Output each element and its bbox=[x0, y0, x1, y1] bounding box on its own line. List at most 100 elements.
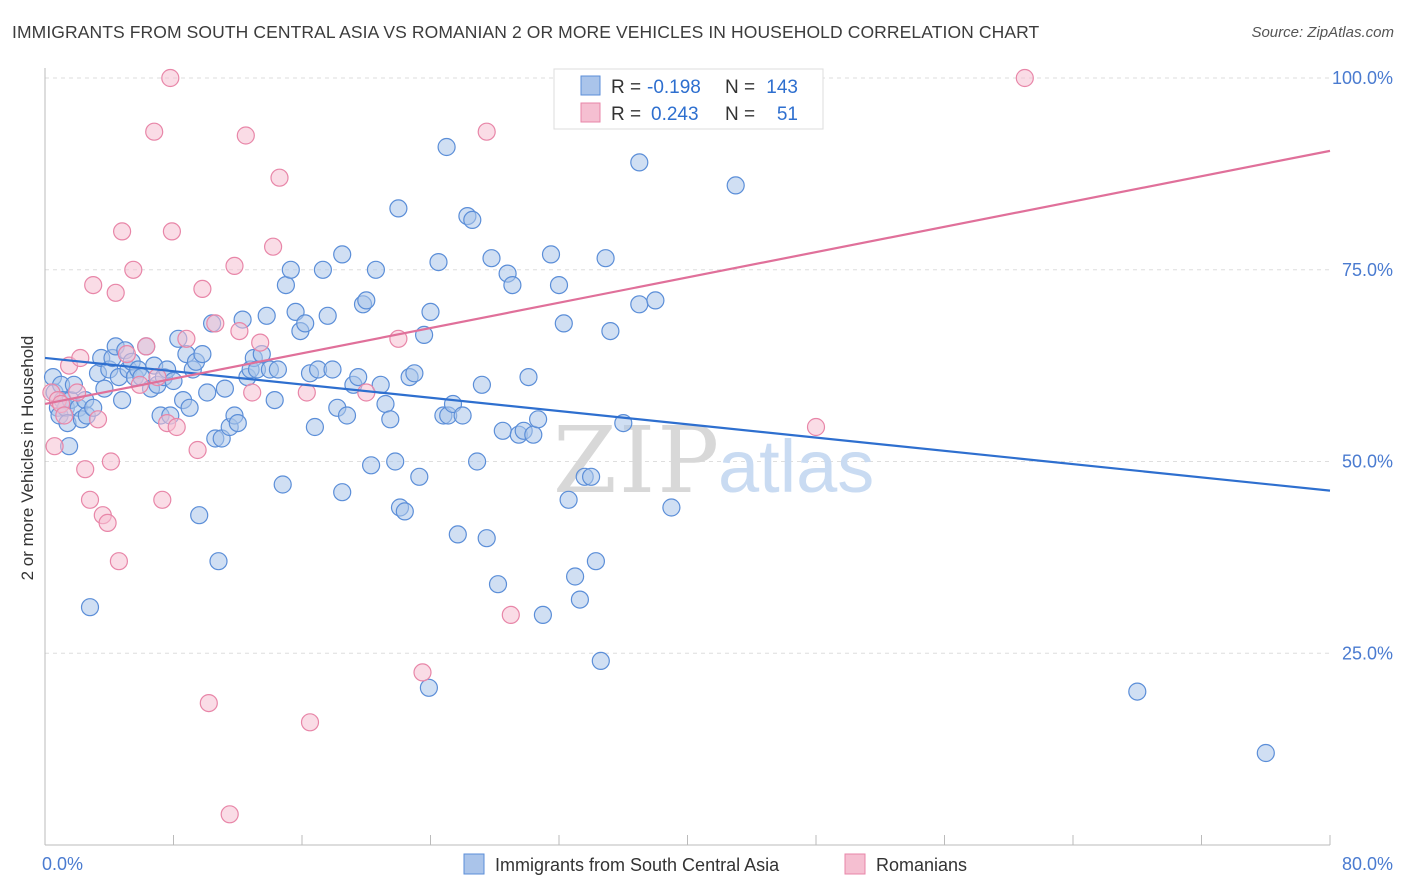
trend-lines bbox=[44, 149, 1331, 492]
trend-line-1 bbox=[44, 149, 1331, 406]
data-point-1-43 bbox=[300, 713, 320, 732]
data-point-0-121 bbox=[533, 605, 553, 625]
data-point-0-66 bbox=[268, 360, 287, 379]
data-point-0-100 bbox=[429, 253, 448, 272]
data-point-1-32 bbox=[199, 693, 218, 713]
x-tick-label-0: 0.0% bbox=[42, 854, 83, 874]
stats-legend-n-value-0: 143 bbox=[766, 77, 798, 98]
data-point-1-37 bbox=[236, 126, 255, 145]
data-point-0-48 bbox=[198, 383, 217, 402]
data-point-0-141 bbox=[1256, 743, 1275, 763]
stats-legend-r-value-0: -0.198 bbox=[647, 77, 701, 98]
stats-legend-r-value-1: 0.243 bbox=[651, 104, 699, 125]
data-point-1-50 bbox=[1015, 68, 1034, 88]
x-tick-labels: 0.0% 80.0% bbox=[42, 854, 1393, 874]
data-point-0-53 bbox=[215, 379, 234, 398]
data-point-0-138 bbox=[726, 176, 745, 195]
x-tick-label-1: 80.0% bbox=[1342, 854, 1393, 874]
data-point-0-39 bbox=[164, 371, 183, 391]
stats-legend-r-label-0: R = bbox=[611, 77, 641, 98]
data-point-1-47 bbox=[477, 122, 496, 141]
data-point-1-33 bbox=[206, 314, 225, 333]
stats-legend-n-label-1: N = bbox=[725, 104, 755, 125]
data-point-1-34 bbox=[220, 805, 239, 824]
data-point-1-19 bbox=[124, 260, 143, 279]
data-point-0-72 bbox=[296, 314, 315, 333]
data-point-1-11 bbox=[88, 410, 108, 429]
data-point-1-15 bbox=[106, 283, 125, 302]
stats-legend: R = -0.198 N = 143 R = 0.243 N = 51 bbox=[553, 68, 824, 130]
data-point-0-108 bbox=[468, 452, 487, 471]
data-point-1-39 bbox=[251, 333, 270, 352]
data-point-1-31 bbox=[193, 279, 212, 298]
chart-title: IMMIGRANTS FROM SOUTH CENTRAL ASIA VS RO… bbox=[12, 22, 1040, 42]
data-point-1-48 bbox=[501, 605, 520, 625]
data-point-0-47 bbox=[193, 345, 212, 364]
data-point-0-85 bbox=[357, 291, 376, 310]
data-point-1-18 bbox=[117, 345, 137, 364]
data-point-0-98 bbox=[421, 302, 440, 321]
data-point-1-14 bbox=[101, 452, 121, 471]
data-point-1-24 bbox=[153, 490, 172, 509]
stats-legend-n-label-0: N = bbox=[725, 77, 755, 98]
data-point-0-132 bbox=[596, 249, 615, 268]
data-point-0-24 bbox=[112, 391, 132, 410]
data-point-0-78 bbox=[323, 360, 342, 379]
data-point-1-21 bbox=[137, 337, 156, 356]
watermark: ZIP atlas bbox=[553, 407, 874, 514]
data-point-0-107 bbox=[463, 210, 482, 229]
stats-legend-swatch-blue bbox=[580, 75, 601, 96]
source-credit: Source: ZipAtlas.com bbox=[1251, 24, 1394, 41]
data-point-0-89 bbox=[376, 394, 395, 414]
trend-line-0 bbox=[44, 356, 1331, 492]
data-point-0-67 bbox=[273, 475, 292, 494]
data-point-0-99 bbox=[419, 678, 438, 697]
data-point-0-122 bbox=[541, 245, 561, 264]
data-point-0-56 bbox=[228, 414, 247, 433]
data-point-0-137 bbox=[662, 498, 681, 517]
data-point-1-40 bbox=[264, 237, 283, 256]
y-tick-label-2: 75.0% bbox=[1342, 260, 1393, 280]
data-point-1-4 bbox=[55, 406, 74, 425]
y-tick-label-0: 25.0% bbox=[1342, 643, 1393, 663]
legend-swatch-immigrants bbox=[463, 853, 485, 875]
y-tick-label-3: 100.0% bbox=[1332, 68, 1393, 88]
data-point-0-93 bbox=[395, 502, 414, 521]
data-point-0-15 bbox=[80, 598, 100, 617]
data-point-0-68 bbox=[276, 276, 295, 295]
legend-label-immigrants: Immigrants from South Central Asia bbox=[495, 855, 780, 875]
y-tick-label-1: 50.0% bbox=[1342, 452, 1393, 472]
data-point-0-90 bbox=[381, 410, 400, 429]
data-point-0-127 bbox=[570, 590, 590, 609]
data-point-0-130 bbox=[586, 552, 606, 571]
series-legend: Immigrants from South Central Asia Roman… bbox=[463, 853, 967, 875]
data-point-1-27 bbox=[162, 222, 181, 241]
data-point-0-46 bbox=[190, 506, 209, 525]
data-point-0-77 bbox=[318, 306, 337, 325]
data-point-1-13 bbox=[98, 513, 117, 533]
data-point-1-38 bbox=[243, 383, 262, 402]
data-point-0-142 bbox=[437, 137, 456, 157]
data-point-0-143 bbox=[389, 199, 408, 218]
data-point-0-80 bbox=[333, 483, 352, 502]
data-point-0-133 bbox=[601, 322, 620, 341]
data-point-0-91 bbox=[386, 452, 405, 471]
data-point-0-86 bbox=[362, 456, 381, 475]
data-point-0-131 bbox=[591, 651, 610, 671]
data-point-1-7 bbox=[71, 348, 90, 368]
data-point-1-9 bbox=[80, 490, 100, 509]
data-point-0-126 bbox=[565, 567, 585, 586]
data-point-1-30 bbox=[188, 440, 207, 460]
data-point-1-36 bbox=[230, 322, 249, 341]
data-point-1-49 bbox=[806, 417, 826, 437]
data-point-0-74 bbox=[305, 417, 324, 437]
data-point-0-112 bbox=[488, 575, 508, 594]
data-point-0-124 bbox=[554, 314, 573, 333]
data-point-1-41 bbox=[270, 168, 289, 187]
legend-label-romanians: Romanians bbox=[876, 855, 967, 875]
data-point-0-120 bbox=[528, 410, 548, 429]
data-point-0-129 bbox=[581, 467, 601, 486]
data-point-0-113 bbox=[493, 421, 512, 440]
data-point-0-139 bbox=[630, 153, 649, 172]
data-point-0-125 bbox=[559, 490, 578, 509]
